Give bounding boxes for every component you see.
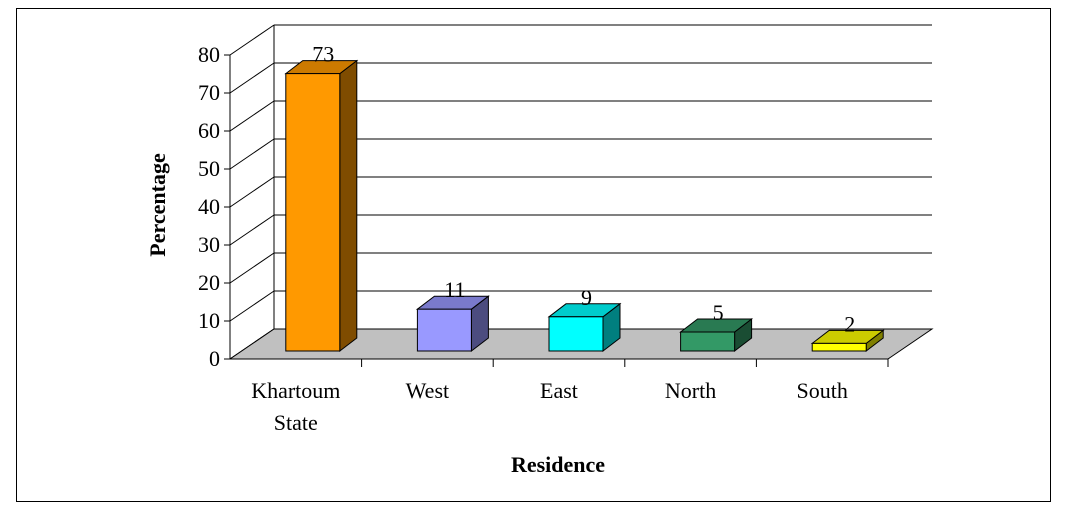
y-tick-label: 60 (198, 118, 220, 143)
bar-side (339, 59, 358, 353)
y-tick-label: 10 (198, 308, 220, 333)
gridline-side (229, 138, 275, 170)
y-tick-label: 80 (198, 42, 220, 67)
gridline-side (229, 290, 275, 322)
bar-5 (810, 329, 885, 353)
bar-front (680, 331, 736, 352)
x-tick-label: West (406, 378, 449, 403)
x-tick-label: East (540, 378, 578, 403)
bar-2 (415, 295, 490, 353)
data-label: 2 (844, 311, 855, 336)
y-tick-label: 70 (198, 80, 220, 105)
data-label: 11 (444, 277, 465, 302)
data-label: 9 (581, 285, 592, 310)
gridline-side (229, 176, 275, 208)
x-tick-label: Khartoum (251, 378, 340, 403)
bars-layer (284, 59, 885, 353)
x-axis-title: Residence (511, 452, 605, 477)
chart-frame (16, 8, 1051, 502)
y-tick-label: 0 (209, 346, 220, 371)
bar-front (811, 342, 867, 352)
labels-layer: 0 10 20 30 40 50 60 70 80 73 Khartoum State 11 West 9 E… (198, 42, 855, 435)
y-tick-label: 50 (198, 156, 220, 181)
y-tick-label: 40 (198, 194, 220, 219)
bar-3 (547, 302, 622, 353)
bar-front (416, 308, 472, 352)
data-label: 5 (713, 300, 724, 325)
y-axis-title: Percentage (145, 153, 170, 257)
y-tick-label: 20 (198, 270, 220, 295)
bar-front (285, 73, 341, 352)
x-tick-label-line2: State (274, 410, 318, 435)
gridline-side (229, 24, 275, 56)
gridline-side (229, 62, 275, 94)
y-tick-label: 30 (198, 232, 220, 257)
bar-4 (679, 317, 754, 353)
x-tick-label: South (797, 378, 848, 403)
gridline-side (229, 252, 275, 284)
data-label: 73 (312, 42, 334, 67)
x-tick-label: North (665, 378, 716, 403)
gridline-side (229, 214, 275, 246)
gridline-side (229, 100, 275, 132)
bar-1 (284, 59, 359, 353)
bar-front (548, 316, 604, 352)
